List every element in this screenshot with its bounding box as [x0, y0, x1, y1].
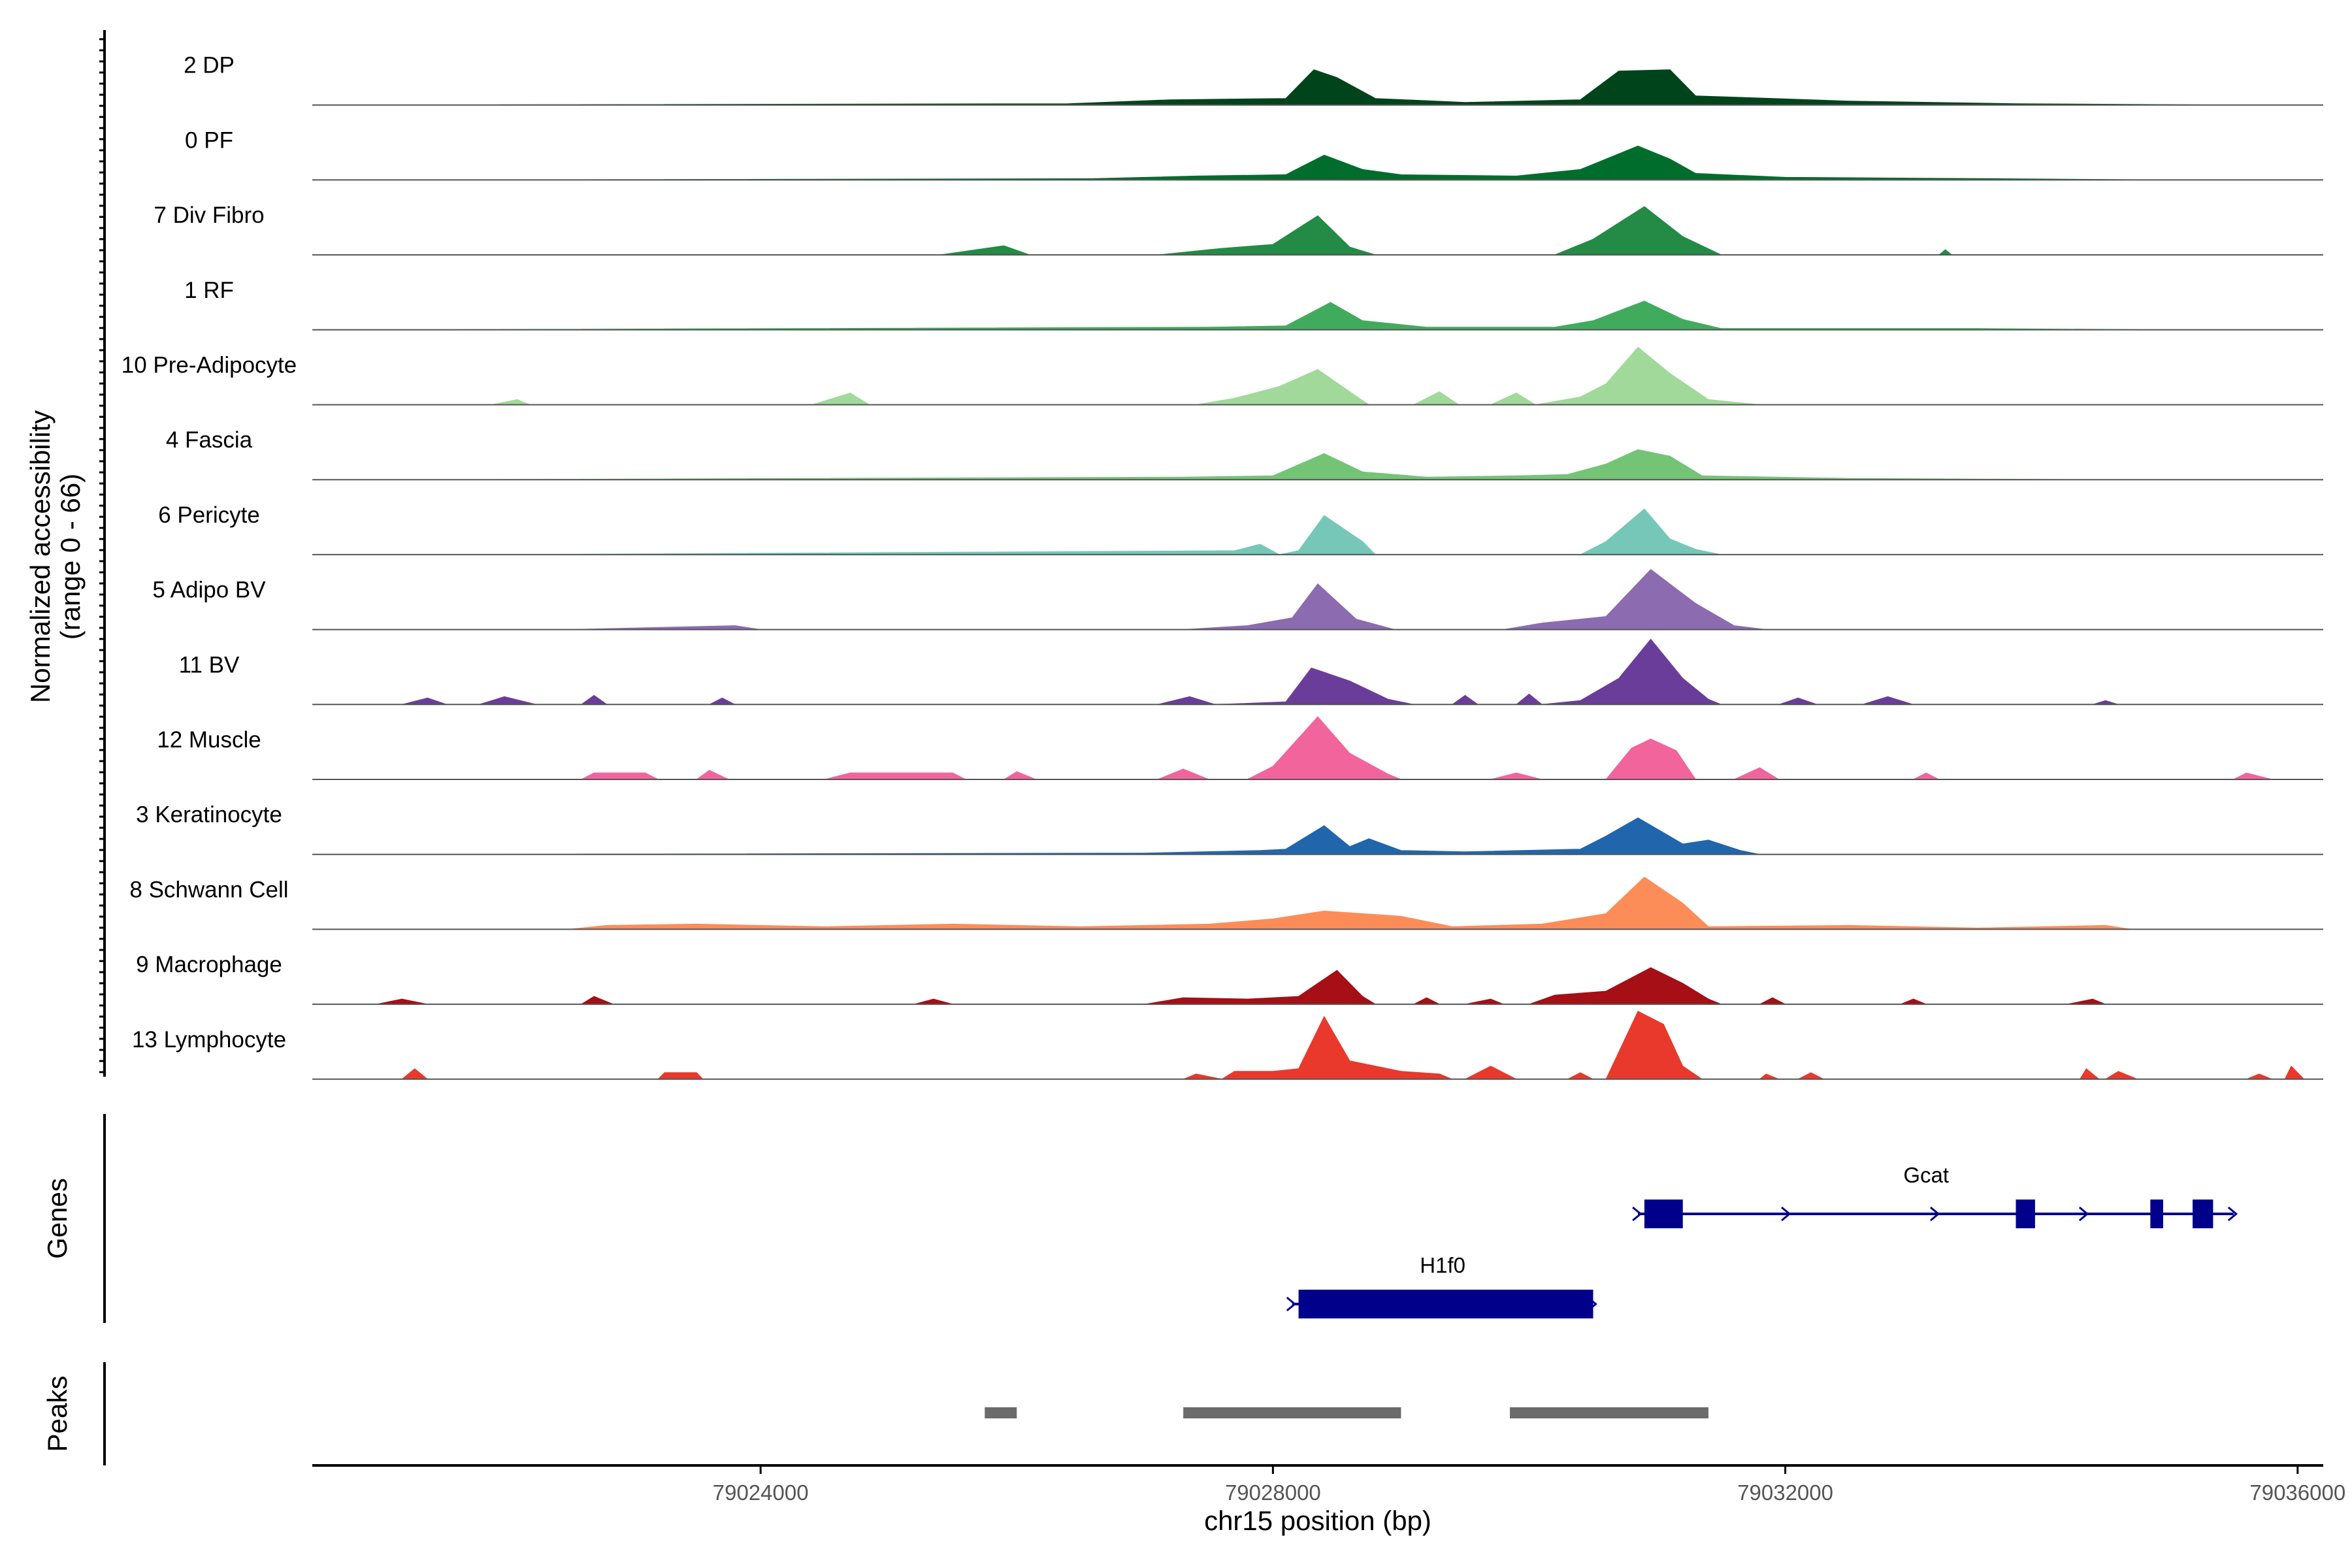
coverage-area: [400, 1011, 2305, 1080]
coverage-area: [440, 817, 1760, 855]
x-tick-label: 79028000: [1225, 1480, 1321, 1505]
coverage-area: [376, 69, 2234, 106]
track-label: 8 Schwann Cell: [129, 877, 288, 902]
x-axis-label: chr15 position (bp): [1204, 1505, 1431, 1536]
exon: [2150, 1200, 2163, 1228]
track-label: 2 DP: [184, 53, 235, 78]
coverage-area: [939, 206, 1953, 255]
track-10: 12 Muscle: [157, 716, 2323, 780]
gene-gcat: Gcat: [1632, 1163, 2238, 1228]
strand-arrow: [1929, 1206, 1940, 1222]
track-label: 4 Fascia: [166, 427, 253, 453]
exon: [2193, 1200, 2213, 1228]
gene-label: H1f0: [1420, 1253, 1465, 1277]
track-3: 7 Div Fibro: [154, 203, 2323, 256]
coverage-tracks: 2 DP 0 PF 7 Div Fibro 1 RF 10 Pre-Adipocyte 4…: [122, 53, 2323, 1080]
track-13: 9 Macrophage: [136, 952, 2323, 1005]
track-5: 10 Pre-Adipocyte: [122, 346, 2323, 406]
x-tick-label: 79036000: [2249, 1480, 2345, 1505]
y-axis-label-line1: Normalized accessibility: [25, 410, 56, 703]
coverage-area: [440, 145, 2170, 180]
strand-arrow: [1286, 1296, 1297, 1312]
x-axis-ticks: 79024000 79028000 79032000 79036000: [713, 1465, 2345, 1505]
peaks-panel-label: Peaks: [42, 1376, 73, 1452]
coverage-area: [376, 301, 2170, 331]
gene-h1f0: H1f0: [1286, 1253, 1597, 1318]
track-14: 13 Lymphocyte: [132, 1011, 2323, 1080]
genes-panel-label: Genes: [42, 1178, 73, 1259]
strand-arrow: [2078, 1206, 2089, 1222]
exon: [1298, 1290, 1593, 1318]
track-label: 1 RF: [184, 278, 234, 303]
track-label: 13 Lymphocyte: [132, 1027, 286, 1053]
peak: [1510, 1407, 1708, 1418]
track-2: 0 PF: [185, 127, 2323, 181]
coverage-area: [504, 508, 1722, 555]
peak: [985, 1407, 1017, 1418]
exon: [1644, 1200, 1683, 1228]
y-axis-ticks: [99, 38, 105, 1073]
coverage-area: [581, 716, 2272, 780]
x-tick-label: 79024000: [713, 1480, 809, 1505]
track-label: 3 Keratinocyte: [136, 802, 282, 828]
coverage-area: [376, 967, 2106, 1005]
peak-regions: [985, 1407, 1708, 1418]
track-label: 11 BV: [179, 652, 240, 678]
track-7: 6 Pericyte: [158, 502, 2323, 555]
y-axis-label-line2: (range 0 - 66): [55, 474, 86, 640]
track-9: 11 BV: [179, 638, 2323, 706]
track-label: 6 Pericyte: [158, 502, 260, 528]
coverage-area: [568, 568, 1767, 630]
track-4: 1 RF: [184, 278, 2323, 331]
track-11: 3 Keratinocyte: [136, 802, 2323, 855]
track-label: 10 Pre-Adipocyte: [122, 353, 297, 378]
coverage-area: [491, 346, 1760, 406]
track-1: 2 DP: [184, 53, 2323, 106]
track-label: 5 Adipo BV: [152, 578, 266, 603]
gene-label: Gcat: [1903, 1163, 1949, 1187]
track-label: 0 PF: [185, 127, 233, 153]
x-tick-label: 79032000: [1737, 1480, 1833, 1505]
strand-arrow: [1781, 1206, 1791, 1222]
strand-arrow: [2227, 1206, 2238, 1222]
strand-arrow: [1632, 1206, 1642, 1222]
track-label: 9 Macrophage: [136, 952, 282, 977]
gene-annotations: Gcat H1f0: [1286, 1163, 2238, 1318]
coverage-area: [440, 449, 2106, 480]
track-8: 5 Adipo BV: [152, 568, 2323, 630]
peak: [1183, 1407, 1401, 1418]
track-12: 8 Schwann Cell: [129, 876, 2323, 930]
exon: [2016, 1200, 2035, 1228]
track-label: 12 Muscle: [157, 727, 261, 753]
track-label: 7 Div Fibro: [154, 203, 264, 228]
coverage-area: [402, 638, 2119, 705]
track-6: 4 Fascia: [166, 427, 2323, 481]
coverage-area: [568, 876, 2131, 930]
